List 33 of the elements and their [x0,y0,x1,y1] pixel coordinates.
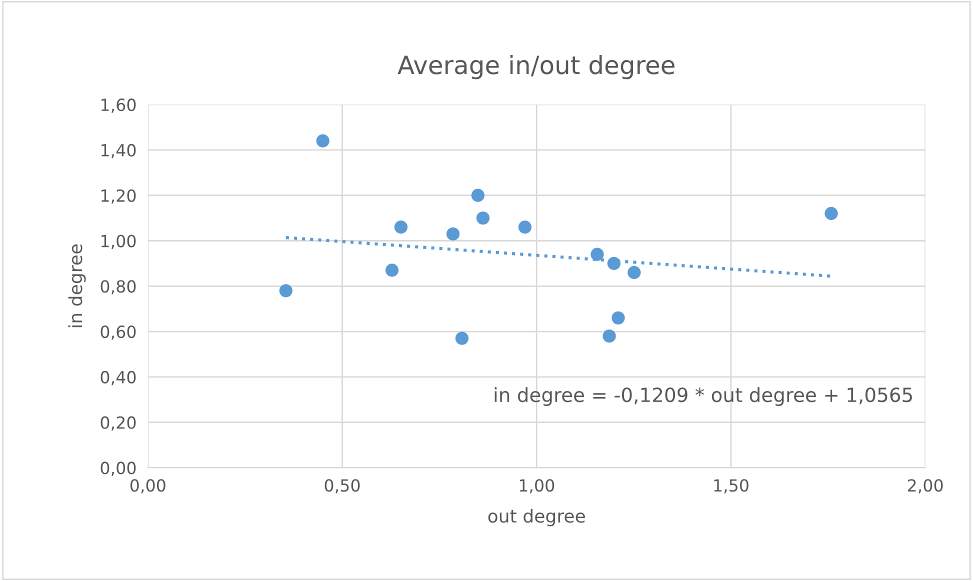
point [394,220,408,234]
y-axis-title: in degree [68,244,86,328]
y-tick-label: 0,20 [100,416,136,431]
point [518,220,532,234]
x-axis-title: out degree [488,508,585,526]
y-tick-label: 1,00 [102,234,136,250]
y-tick-label: 0,80 [100,280,136,294]
y-tick-label: 1,60 [102,98,136,113]
x-tick-label: 0,50 [324,479,360,494]
annotation: in degree = -0,1209 * out degree + 1,0565 [494,387,912,406]
y-tick-label: 1,20 [102,189,136,204]
y-tick-label: 1,40 [102,144,136,158]
y-tick-label: 0,60 [100,325,136,340]
point [316,134,330,148]
point [471,188,484,202]
y-tick-label: 0,00 [100,462,136,476]
point [824,206,838,220]
point [612,311,625,325]
point [628,266,641,280]
x-tick-label: 1,00 [520,479,554,494]
point [385,264,399,277]
point [602,329,616,343]
x-tick-label: 2,00 [908,479,943,494]
x-tick-label: 1,50 [714,479,748,494]
point [476,211,490,225]
point [590,248,604,261]
point [455,332,469,345]
y-tick-label: 0,40 [100,370,136,386]
point [279,284,292,298]
x-tick-label: 0,00 [130,479,166,494]
chart-title: Average in/out degree [398,55,674,80]
point [607,256,621,270]
point [446,227,460,241]
